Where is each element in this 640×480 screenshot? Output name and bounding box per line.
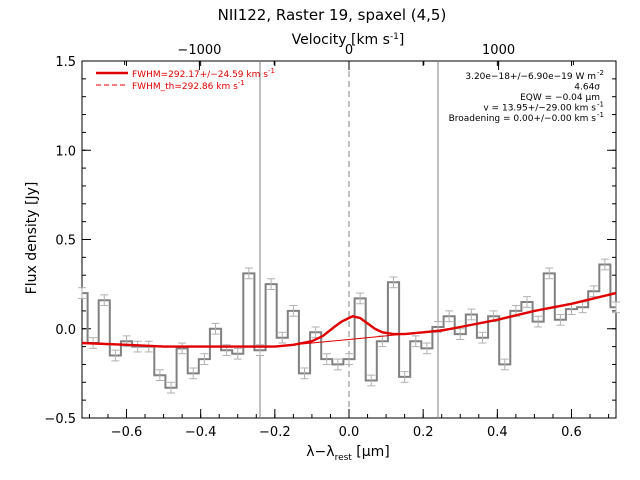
spectrum-step-line	[82, 263, 616, 389]
x-tick-label: 0.4	[487, 425, 508, 440]
annotation-superscript: -1	[597, 111, 604, 119]
y-tick-label: 0.0	[55, 323, 76, 338]
legend-label: FWHM_th=292.86 km s-1	[132, 79, 245, 92]
y-tick-label: 0.5	[55, 234, 76, 249]
plot-area: −0.6 −0.4 −0.2 0.0 0.2 0.4 0.6 −0.5 0.0 0.5 1.0 1.5…	[44, 43, 620, 440]
chart-title: NII122, Raster 19, spaxel (4,5)	[218, 6, 447, 24]
annotation-text: Broadening = 0.00+/−0.00 km s	[449, 114, 597, 124]
annotation-superscript: -1	[597, 101, 604, 109]
annotation-text: 3.20e−18+/−6.90e−19 W m	[465, 72, 596, 82]
y-axis-label: Flux density [Jy]	[24, 182, 40, 295]
continuum-line	[81, 292, 617, 348]
annotation-text: 4.64σ	[574, 83, 600, 93]
y-tick-label: −0.5	[44, 412, 76, 427]
x-tick-label: −0.2	[259, 425, 291, 440]
top-x-tick-label: −1000	[177, 43, 221, 58]
annotation-text: EQW = −0.04 μm	[520, 93, 600, 103]
top-axis-label: Velocity [km s-1]	[292, 32, 405, 48]
annotation-superscript: -2	[597, 69, 604, 77]
y-tick-label: 1.0	[55, 144, 76, 159]
annotation-text: v = 13.95+/−29.00 km s	[483, 104, 596, 114]
x-axis-label: λ−λrest [μm]	[306, 444, 390, 463]
x-tick-label: −0.6	[111, 425, 143, 440]
x-tick-label: 0.6	[561, 425, 582, 440]
x-tick-label: 0.2	[413, 425, 434, 440]
legend-label: FWHM=292.17+/−24.59 km s-1	[132, 67, 275, 80]
y-tick-label: 1.5	[55, 55, 76, 70]
top-x-tick-label: 0	[345, 43, 353, 58]
top-x-tick-label: 1000	[482, 43, 515, 58]
x-tick-label: −0.4	[185, 425, 217, 440]
x-tick-label: 0.0	[339, 425, 360, 440]
